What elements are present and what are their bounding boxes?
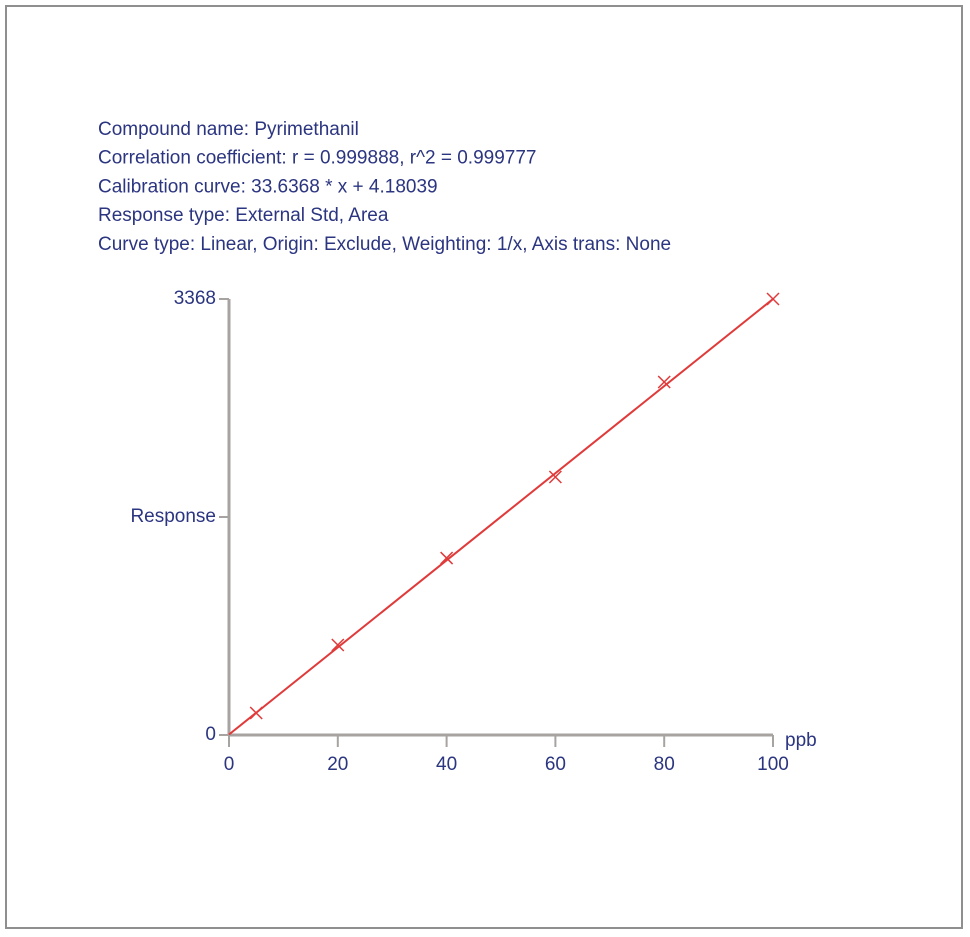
frame [5,5,963,929]
x-tick-label: 100 [757,754,789,775]
header-line: Curve type: Linear, Origin: Exclude, Wei… [98,234,671,255]
x-axis-label: ppb [785,730,817,751]
x-tick-label: 20 [327,754,348,775]
header-line: Compound name: Pyrimethanil [98,119,359,140]
header-line: Correlation coefficient: r = 0.999888, r… [98,148,536,169]
data-point [440,551,454,565]
y-axis-label: Response [130,506,216,527]
data-point [657,375,671,389]
x-tick-label: 40 [436,754,457,775]
y-tick-label: 0 [205,724,216,745]
x-tick-label: 0 [224,754,235,775]
x-tick-label: 80 [654,754,675,775]
header-line: Calibration curve: 33.6368 * x + 4.18039 [98,176,438,197]
data-point [548,470,562,484]
data-point [331,638,345,652]
header-line: Response type: External Std, Area [98,205,389,226]
x-tick-label: 60 [545,754,566,775]
y-tick-label: 3368 [174,288,216,309]
fit-line [228,298,774,736]
